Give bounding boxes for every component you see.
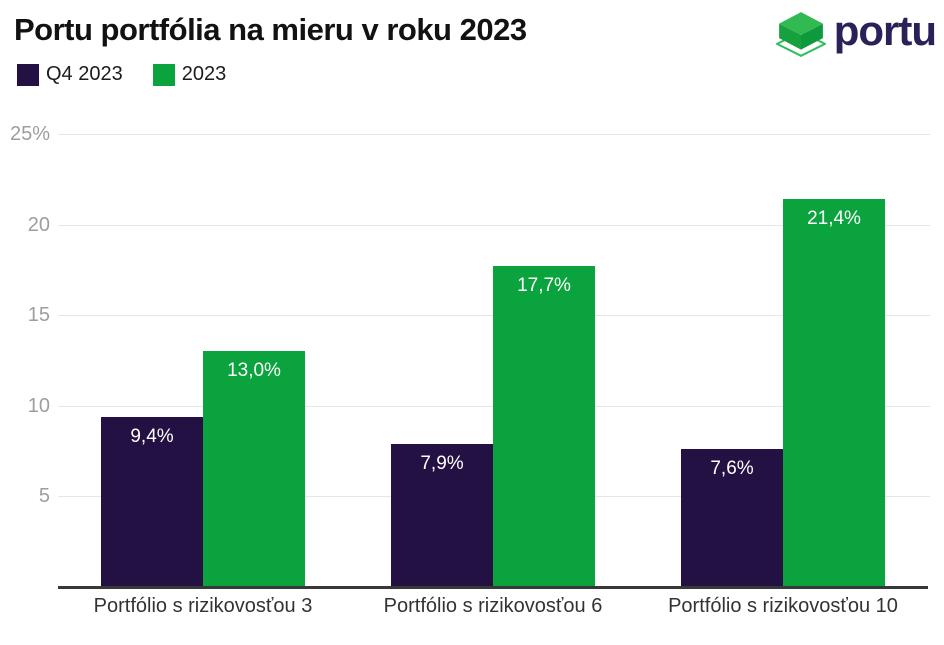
y-tick-label-25: 25% — [9, 123, 50, 145]
x-axis-line — [58, 585, 928, 589]
legend-item-2023: 2023 — [152, 63, 227, 86]
legend-label-q4-2023: Q4 2023 — [46, 63, 123, 85]
y-tick-label-5: 5 — [38, 485, 50, 508]
legend: Q4 2023 2023 — [17, 63, 226, 86]
bar-2023-cat1 — [203, 351, 305, 587]
bar-value-label: 21,4% — [807, 208, 861, 230]
bar-value-label: 7,9% — [420, 452, 464, 474]
x-category-label-1: Portfólio s rizikovosťou 3 — [93, 595, 313, 617]
legend-label-2023: 2023 — [181, 63, 227, 85]
bar-2023-cat3 — [783, 199, 885, 587]
legend-swatch-2023 — [152, 63, 175, 86]
y-tick-label-15: 15 — [27, 304, 50, 327]
bar-value-label: 9,4% — [130, 425, 174, 447]
bar-value-label: 17,7% — [517, 275, 571, 297]
bar-q4-2023-cat3 — [681, 449, 783, 587]
bar-q4-2023-cat2 — [391, 443, 493, 587]
bar-value-label: 7,6% — [710, 458, 754, 480]
gridline-25 — [58, 134, 930, 135]
portu-logo: portu — [775, 7, 937, 58]
portu-logo-icon — [775, 11, 826, 57]
chart-title: Portu portfólia na mieru v roku 2023 — [14, 12, 527, 47]
y-tick-label-10: 10 — [27, 394, 50, 417]
x-category-label-3: Portfólio s rizikovosťou 10 — [668, 595, 898, 617]
legend-swatch-q4-2023 — [17, 63, 39, 86]
x-category-label-2: Portfólio s rizikovosťou 6 — [383, 595, 603, 617]
y-tick-label-20: 20 — [27, 213, 50, 236]
portu-logo-wordmark: portu — [833, 7, 937, 54]
gridline-20 — [58, 224, 930, 226]
bar-2023-cat2 — [493, 266, 595, 587]
bar-value-label: 13,0% — [227, 360, 281, 382]
legend-item-q4-2023: Q4 2023 — [17, 63, 123, 86]
bar-q4-2023-cat1 — [101, 416, 203, 587]
